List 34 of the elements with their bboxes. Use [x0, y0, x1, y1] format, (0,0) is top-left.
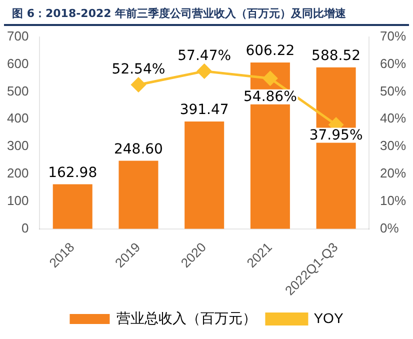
bar [118, 160, 158, 229]
bar [52, 184, 92, 229]
y2-tick-label: 10% [380, 193, 406, 208]
y-tick-label: 100 [6, 193, 29, 208]
point [131, 77, 146, 92]
y-tick-label: 300 [6, 138, 29, 154]
chart-title: 图 6：2018-2022 年前三季度公司营业收入（百万元）及同比增速 [4, 0, 409, 26]
y2-tick-label: 50% [380, 83, 406, 98]
data-label: 37.95% [309, 127, 363, 144]
y2-tick-label: 70% [380, 28, 406, 44]
y2-tick-label: 40% [380, 110, 406, 126]
y-tick-label: 200 [6, 166, 29, 181]
data-label: 54.86% [244, 88, 297, 105]
bar [184, 121, 224, 229]
data-label: 606.22 [246, 43, 295, 60]
point [197, 64, 212, 78]
y-tick-label: 700 [6, 28, 29, 44]
y-tick-label: 600 [6, 56, 29, 71]
y-tick-label: 0 [21, 220, 29, 236]
y2-tick-label: 0% [380, 220, 400, 236]
y-tick-label: 400 [6, 110, 29, 126]
y2-tick-label: 60% [380, 56, 406, 71]
y-tick-label: 500 [6, 83, 29, 98]
data-label: 391.47 [180, 102, 229, 118]
data-label: 248.60 [114, 141, 163, 158]
data-label: 162.98 [48, 164, 98, 181]
point [262, 71, 278, 86]
data-label: 57.47% [178, 48, 232, 64]
data-label: 588.52 [312, 48, 361, 64]
y2-tick-label: 30% [380, 138, 406, 154]
legend-label: 营业总收入（百万元） [116, 310, 257, 326]
legend-label: YOY [314, 310, 344, 326]
y2-tick-label: 20% [380, 166, 406, 181]
data-label: 52.54% [112, 61, 166, 78]
